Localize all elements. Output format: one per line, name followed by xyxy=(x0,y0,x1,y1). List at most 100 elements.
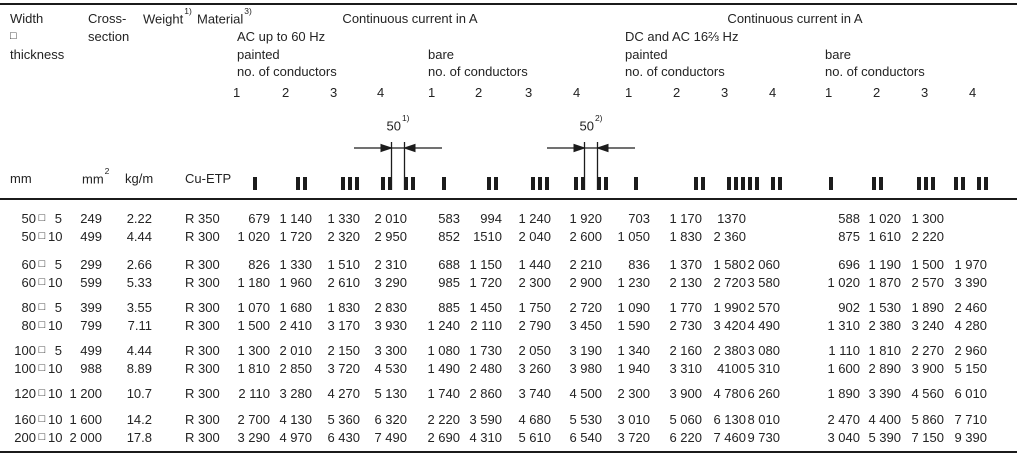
dc-bare-conductor-count-header-1: 1 xyxy=(825,85,833,100)
dc-painted-current-value-1: 1 940 xyxy=(617,361,650,376)
dc-bare-current-value-3: 2 220 xyxy=(911,229,944,244)
mm-unit-label: mm xyxy=(10,171,32,186)
spacing-value: 50 xyxy=(386,118,401,134)
ac-painted-current-value-4: 5 130 xyxy=(374,386,407,401)
spacing-footnote-marker: 2) xyxy=(594,113,603,123)
ac-painted-current-value-2: 1 960 xyxy=(279,275,312,290)
dc-bare-current-value-4: 4 280 xyxy=(954,318,987,333)
dc-bare-current-value-4: 3 390 xyxy=(954,275,987,290)
ac-painted-current-value-1: 3 290 xyxy=(237,430,270,445)
ac-painted-current-value-2: 1 330 xyxy=(279,257,312,272)
dc-painted-current-value-3: 1 580 xyxy=(713,257,746,272)
dc-bare-conductor-arrangement-icon-3 xyxy=(917,177,935,190)
weight-value: 10.7 xyxy=(126,386,152,401)
dc-painted-current-value-3: 6 130 xyxy=(713,412,746,427)
dc-painted-current-value-4: 9 730 xyxy=(747,430,780,445)
ac-bare-current-value-1: 985 xyxy=(438,275,460,290)
ac-bare-conductor-arrangement-icon-3 xyxy=(531,177,549,190)
dc-painted-current-value-3: 1370 xyxy=(717,211,746,226)
ac-painted-current-value-1: 1 500 xyxy=(237,318,270,333)
ac-bare-current-value-1: 583 xyxy=(438,211,460,226)
dc-painted-current-value-2: 2 130 xyxy=(669,275,702,290)
dc-bare-current-value-4: 2 960 xyxy=(954,343,987,358)
size-thickness-value: 5 xyxy=(54,343,62,358)
ac-painted-current-value-4: 7 490 xyxy=(374,430,407,445)
dc-bare-current-value-3: 2 270 xyxy=(911,343,944,358)
ac-bare-current-value-3: 3 260 xyxy=(518,361,551,376)
ac-painted-current-value-3: 1 830 xyxy=(327,300,360,315)
ac-bare-current-value-4: 1 920 xyxy=(569,211,602,226)
ac-bare-current-value-2: 1 720 xyxy=(469,275,502,290)
ac-painted-current-value-4: 3 290 xyxy=(374,275,407,290)
dc-painted-current-value-1: 1 090 xyxy=(617,300,650,315)
ac-bare-current-value-3: 2 790 xyxy=(518,318,551,333)
ac-bare-current-value-2: 2 110 xyxy=(470,318,502,333)
dc-painted-current-value-2: 1 770 xyxy=(669,300,702,315)
dc-bare-current-value-3: 5 860 xyxy=(911,412,944,427)
ac-bare-current-value-1: 2 220 xyxy=(427,412,460,427)
ac-painted-conductors-label: no. of conductors xyxy=(237,64,337,79)
ac-painted-current-value-1: 2 700 xyxy=(237,412,270,427)
ac-painted-current-value-1: 1 810 xyxy=(237,361,270,376)
dc-bare-current-value-1: 1 020 xyxy=(827,275,860,290)
ac-bare-current-value-4: 3 450 xyxy=(569,318,602,333)
size-thickness-value: 5 xyxy=(54,300,62,315)
painted-spacing-dimension-diagram: 501) xyxy=(350,114,446,192)
top-rule xyxy=(0,3,1017,5)
size-width-value: 200 xyxy=(14,430,36,445)
size-thickness-value: 10 xyxy=(48,275,63,290)
weight-value: 4.44 xyxy=(126,229,152,244)
spacing-footnote-marker: 1) xyxy=(401,113,410,123)
ac-painted-current-value-2: 4 970 xyxy=(279,430,312,445)
kgm-unit-label: kg/m xyxy=(125,171,154,186)
ac-painted-current-value-4: 2 950 xyxy=(374,229,407,244)
ac-bare-current-value-4: 2 900 xyxy=(569,275,602,290)
ac-painted-current-value-4: 3 300 xyxy=(374,343,407,358)
ac-bare-current-value-1: 1 240 xyxy=(427,318,460,333)
ac-bare-current-value-4: 2 600 xyxy=(569,229,602,244)
dc-bare-conductor-arrangement-icon-1 xyxy=(829,177,833,190)
dc-painted-current-value-4: 4 490 xyxy=(747,318,780,333)
dc-current-title: Continuous current in A xyxy=(727,11,863,26)
ac-painted-current-value-1: 826 xyxy=(248,257,270,272)
ac-bare-current-value-2: 1 450 xyxy=(469,300,502,315)
dc-bare-current-value-4: 7 710 xyxy=(954,412,987,427)
dc-bare-current-value-1: 1 600 xyxy=(827,361,860,376)
dc-painted-current-value-1: 1 230 xyxy=(617,275,650,290)
dc-painted-current-value-2: 5 060 xyxy=(669,412,702,427)
cross-section-value: 599 xyxy=(80,275,102,290)
weight-value: 3.55 xyxy=(126,300,152,315)
dc-painted-current-value-4: 6 260 xyxy=(747,386,780,401)
ac-bare-current-value-3: 2 050 xyxy=(518,343,551,358)
mm2-sup: 2 xyxy=(104,166,110,176)
weight-value: 4.44 xyxy=(126,343,152,358)
dc-painted-current-value-2: 1 830 xyxy=(669,229,702,244)
dc-painted-current-value-4: 3 080 xyxy=(747,343,780,358)
ac-painted-conductor-count-header-3: 3 xyxy=(330,85,338,100)
dc-bare-current-value-2: 1 610 xyxy=(868,229,901,244)
cross-section-value: 399 xyxy=(80,300,102,315)
ac-painted-current-value-3: 1 510 xyxy=(327,257,360,272)
ac-painted-conductor-count-header-2: 2 xyxy=(282,85,290,100)
ac-painted-current-value-1: 1 300 xyxy=(237,343,270,358)
dc-painted-current-value-2: 1 370 xyxy=(669,257,702,272)
size-thickness-value: 10 xyxy=(48,430,63,445)
ac-bare-current-value-2: 1510 xyxy=(473,229,502,244)
dc-bare-current-value-2: 2 380 xyxy=(868,318,901,333)
dc-bare-current-value-4: 9 390 xyxy=(954,430,987,445)
ac-bare-current-value-2: 4 310 xyxy=(469,430,502,445)
ac-painted-conductor-arrangement-icon-1 xyxy=(253,177,257,190)
dc-painted-current-value-2: 2 730 xyxy=(669,318,702,333)
ac-painted-current-value-3: 1 330 xyxy=(327,211,360,226)
dc-bare-current-value-4: 5 150 xyxy=(954,361,987,376)
dc-bare-current-value-4: 6 010 xyxy=(954,386,987,401)
size-width-value: 80 xyxy=(21,300,36,315)
ac-bare-label: bare xyxy=(428,47,455,62)
size-separator-square: □ xyxy=(38,344,46,356)
dc-painted-current-value-4: 8 010 xyxy=(747,412,780,427)
spacing-label-painted: 501) xyxy=(350,114,446,134)
spacing-label-bare: 502) xyxy=(543,114,639,134)
material-value: R 300 xyxy=(185,430,220,445)
ac-painted-current-value-4: 2 310 xyxy=(374,257,407,272)
